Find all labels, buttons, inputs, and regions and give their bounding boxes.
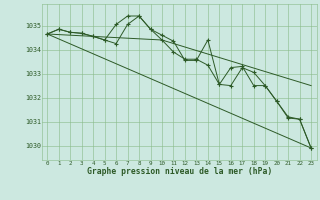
X-axis label: Graphe pression niveau de la mer (hPa): Graphe pression niveau de la mer (hPa) [87, 167, 272, 176]
